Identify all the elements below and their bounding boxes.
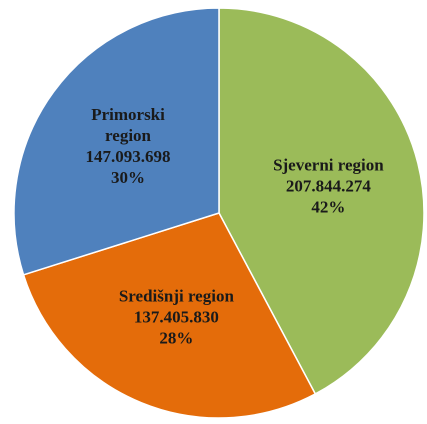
slice-label: Središnji region 137.405.830 28% <box>96 286 256 349</box>
pie-slice <box>13 7 220 276</box>
category-label: Sjeverni region <box>273 155 384 175</box>
value-label: 147.093.698 <box>85 147 171 167</box>
value-label: 137.405.830 <box>133 307 219 327</box>
percentage-label: 42% <box>311 197 346 217</box>
pie-slice <box>22 212 317 419</box>
slice-label: Primorski region 147.093.698 30% <box>48 104 208 188</box>
value-label: 207.844.274 <box>285 176 371 196</box>
pie-slice <box>218 7 425 395</box>
percentage-label: 28% <box>159 328 194 348</box>
category-label: Središnji region <box>118 286 234 306</box>
category-label: Primorski region <box>91 105 165 146</box>
slice-label: Sjeverni region 207.844.274 42% <box>248 154 408 217</box>
percentage-label: 30% <box>111 168 146 188</box>
